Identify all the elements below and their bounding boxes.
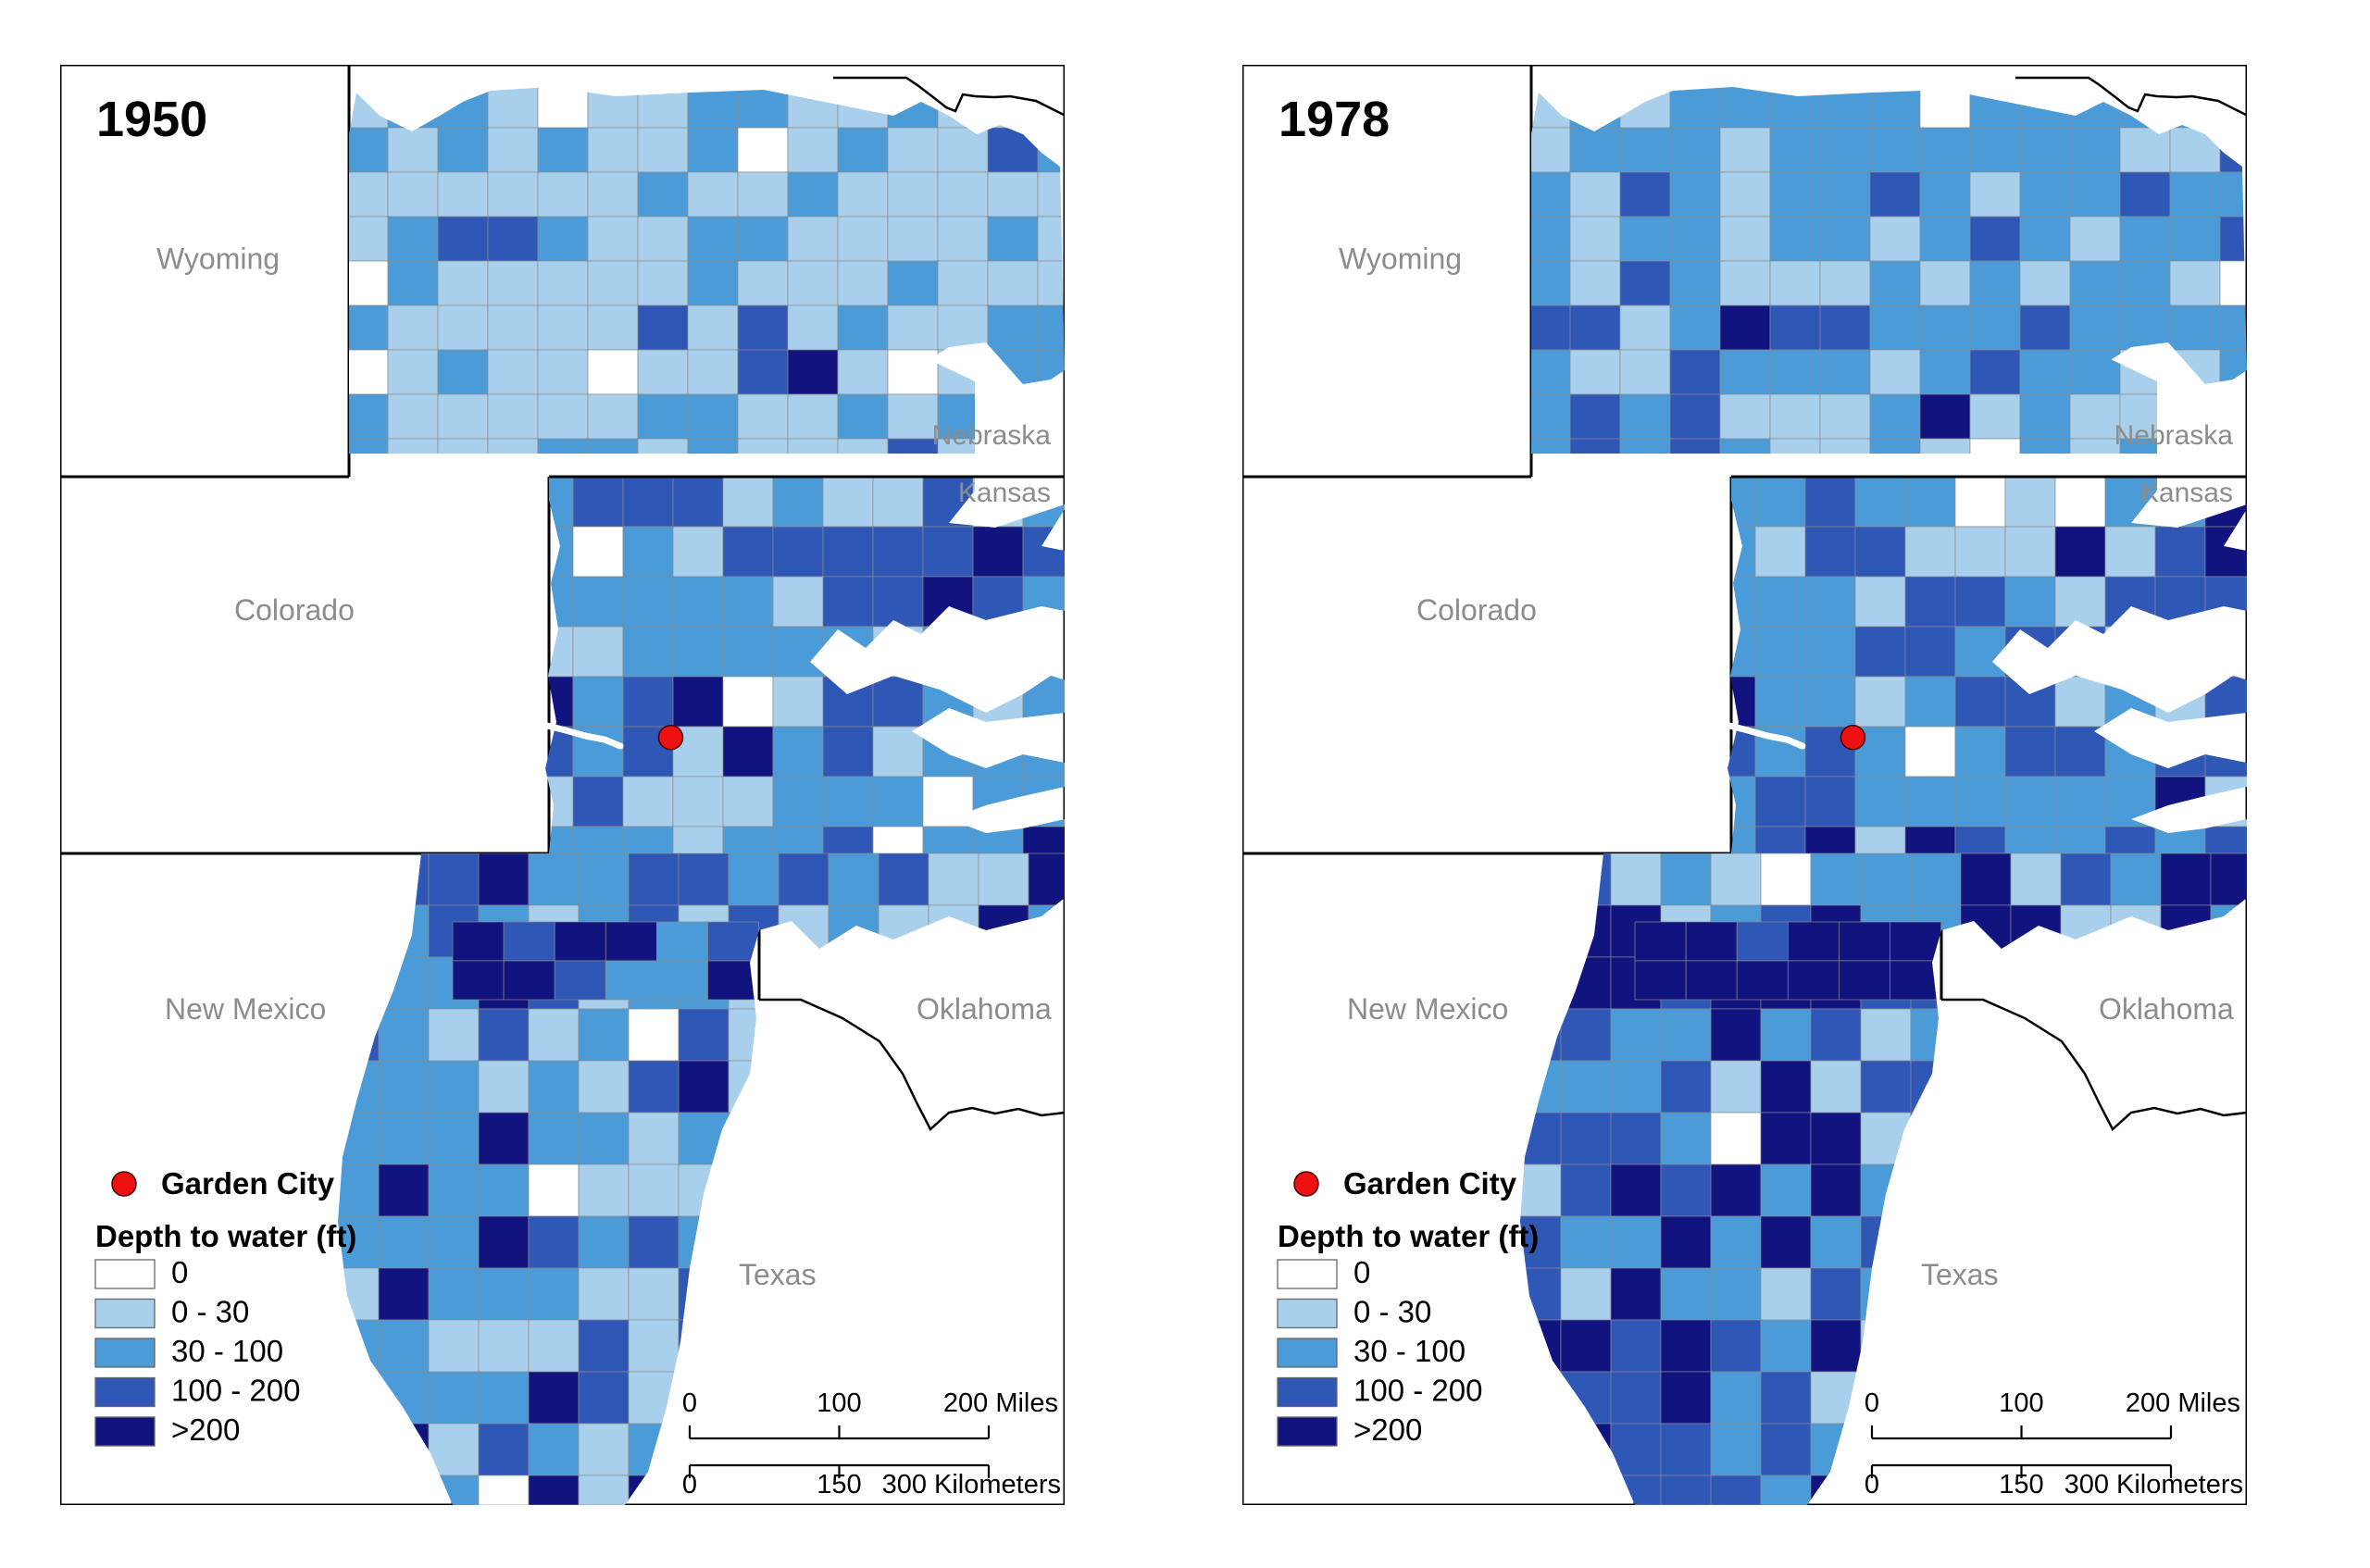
svg-text:New Mexico: New Mexico bbox=[165, 992, 326, 1026]
svg-text:0: 0 bbox=[1353, 1255, 1370, 1289]
svg-text:100 - 200: 100 - 200 bbox=[171, 1374, 300, 1408]
svg-text:300 Kilometers: 300 Kilometers bbox=[882, 1470, 1061, 1500]
svg-text:Garden City: Garden City bbox=[161, 1166, 335, 1201]
svg-text:Wyoming: Wyoming bbox=[1339, 243, 1462, 276]
svg-text:>200: >200 bbox=[1353, 1412, 1422, 1447]
svg-text:Nebraska: Nebraska bbox=[932, 420, 1052, 451]
svg-text:100 - 200: 100 - 200 bbox=[1353, 1374, 1482, 1408]
svg-text:New Mexico: New Mexico bbox=[1347, 992, 1508, 1026]
svg-text:>200: >200 bbox=[171, 1412, 240, 1447]
svg-text:Texas: Texas bbox=[739, 1258, 817, 1291]
svg-text:0: 0 bbox=[682, 1388, 697, 1418]
svg-text:100: 100 bbox=[1999, 1388, 2043, 1418]
svg-text:300 Kilometers: 300 Kilometers bbox=[2064, 1470, 2243, 1500]
svg-text:0: 0 bbox=[171, 1255, 188, 1289]
svg-text:Nebraska: Nebraska bbox=[2114, 420, 2234, 451]
svg-text:Wyoming: Wyoming bbox=[156, 243, 280, 276]
svg-text:0 - 30: 0 - 30 bbox=[1353, 1295, 1431, 1329]
svg-text:1950: 1950 bbox=[96, 92, 207, 147]
svg-text:30 - 100: 30 - 100 bbox=[171, 1334, 283, 1368]
svg-text:100: 100 bbox=[817, 1388, 861, 1418]
svg-text:0 - 30: 0 - 30 bbox=[171, 1295, 249, 1329]
svg-text:Oklahoma: Oklahoma bbox=[917, 992, 1052, 1026]
svg-text:200 Miles: 200 Miles bbox=[2126, 1388, 2240, 1418]
svg-text:Colorado: Colorado bbox=[234, 593, 355, 627]
svg-text:0: 0 bbox=[1865, 1388, 1879, 1418]
svg-text:Garden City: Garden City bbox=[1343, 1166, 1517, 1201]
svg-text:Depth to water (ft): Depth to water (ft) bbox=[1278, 1219, 1539, 1253]
svg-text:Colorado: Colorado bbox=[1416, 593, 1537, 627]
svg-text:Texas: Texas bbox=[1921, 1258, 1999, 1291]
svg-text:Kansas: Kansas bbox=[958, 478, 1051, 508]
svg-text:Kansas: Kansas bbox=[2140, 478, 2233, 508]
svg-text:200 Miles: 200 Miles bbox=[943, 1388, 1058, 1418]
svg-text:Depth to water (ft): Depth to water (ft) bbox=[95, 1219, 356, 1253]
svg-text:30 - 100: 30 - 100 bbox=[1353, 1334, 1466, 1368]
svg-text:1978: 1978 bbox=[1279, 92, 1390, 147]
svg-text:Oklahoma: Oklahoma bbox=[2099, 992, 2234, 1026]
